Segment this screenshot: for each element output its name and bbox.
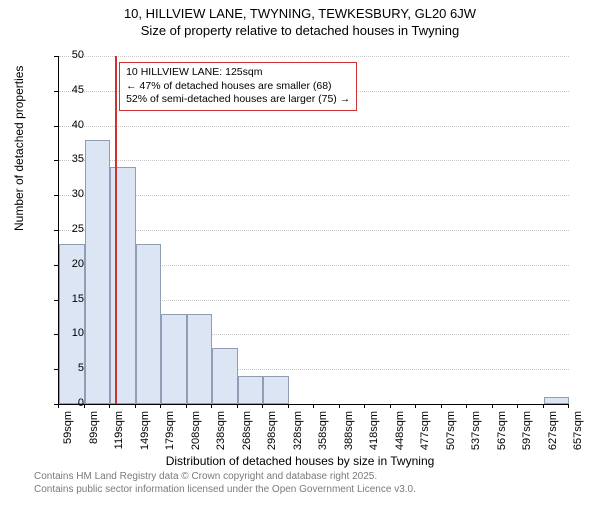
xtick-label: 567sqm xyxy=(496,411,508,459)
xtick-mark xyxy=(364,404,365,408)
xtick-mark xyxy=(237,404,238,408)
xtick-mark xyxy=(466,404,467,408)
histogram-bar xyxy=(212,348,238,404)
xtick-label: 537sqm xyxy=(470,411,482,459)
histogram-bar xyxy=(187,314,213,404)
xtick-mark xyxy=(84,404,85,408)
ytick-mark xyxy=(54,230,58,231)
title-address: 10, HILLVIEW LANE, TWYNING, TEWKESBURY, … xyxy=(0,6,600,21)
footer-line2: Contains public sector information licen… xyxy=(34,484,416,497)
ytick-label: 40 xyxy=(56,119,84,131)
xtick-label: 358sqm xyxy=(317,411,329,459)
ytick-label: 25 xyxy=(56,223,84,235)
xtick-label: 507sqm xyxy=(445,411,457,459)
xtick-label: 268sqm xyxy=(241,411,253,459)
xtick-mark xyxy=(135,404,136,408)
ytick-mark xyxy=(54,91,58,92)
histogram-bar xyxy=(161,314,187,404)
xtick-mark xyxy=(568,404,569,408)
ytick-label: 50 xyxy=(56,49,84,61)
xtick-mark xyxy=(288,404,289,408)
ytick-mark xyxy=(54,300,58,301)
grid-line xyxy=(59,160,569,161)
histogram-bar xyxy=(110,167,136,404)
annotation-line2: ← 47% of detached houses are smaller (68… xyxy=(126,80,350,94)
xtick-mark xyxy=(492,404,493,408)
ytick-label: 45 xyxy=(56,84,84,96)
xtick-mark xyxy=(58,404,59,408)
grid-line xyxy=(59,126,569,127)
xtick-label: 89sqm xyxy=(88,411,100,459)
ytick-label: 30 xyxy=(56,188,84,200)
ytick-mark xyxy=(54,126,58,127)
xtick-mark xyxy=(543,404,544,408)
xtick-mark xyxy=(390,404,391,408)
xtick-label: 388sqm xyxy=(343,411,355,459)
ytick-label: 15 xyxy=(56,293,84,305)
ytick-mark xyxy=(54,265,58,266)
ytick-mark xyxy=(54,160,58,161)
xtick-mark xyxy=(415,404,416,408)
ytick-label: 5 xyxy=(56,362,84,374)
ytick-label: 20 xyxy=(56,258,84,270)
ytick-mark xyxy=(54,334,58,335)
xtick-mark xyxy=(109,404,110,408)
xtick-mark xyxy=(313,404,314,408)
xtick-label: 119sqm xyxy=(113,411,125,459)
chart-plot-area: 10 HILLVIEW LANE: 125sqm← 47% of detache… xyxy=(58,56,569,405)
xtick-mark xyxy=(441,404,442,408)
xtick-label: 149sqm xyxy=(139,411,151,459)
grid-line xyxy=(59,195,569,196)
annotation-box: 10 HILLVIEW LANE: 125sqm← 47% of detache… xyxy=(119,62,357,111)
xtick-label: 208sqm xyxy=(190,411,202,459)
ytick-label: 35 xyxy=(56,153,84,165)
xtick-mark xyxy=(160,404,161,408)
grid-line xyxy=(59,230,569,231)
xtick-label: 448sqm xyxy=(394,411,406,459)
ytick-label: 0 xyxy=(56,397,84,409)
ytick-mark xyxy=(54,56,58,57)
histogram-bar xyxy=(238,376,264,404)
xtick-mark xyxy=(517,404,518,408)
xtick-mark xyxy=(186,404,187,408)
annotation-line1: 10 HILLVIEW LANE: 125sqm xyxy=(126,66,350,80)
title-subtitle: Size of property relative to detached ho… xyxy=(0,23,600,38)
xtick-label: 328sqm xyxy=(292,411,304,459)
xtick-label: 59sqm xyxy=(62,411,74,459)
reference-line xyxy=(115,56,117,404)
histogram-bar xyxy=(136,244,162,404)
grid-line xyxy=(59,56,569,57)
footer-attribution: Contains HM Land Registry data © Crown c… xyxy=(34,471,416,496)
xtick-label: 627sqm xyxy=(547,411,559,459)
xtick-mark xyxy=(262,404,263,408)
xtick-mark xyxy=(211,404,212,408)
histogram-bar xyxy=(85,140,111,404)
histogram-bar xyxy=(263,376,289,404)
xtick-label: 477sqm xyxy=(419,411,431,459)
xtick-label: 298sqm xyxy=(266,411,278,459)
ytick-mark xyxy=(54,195,58,196)
histogram-bar xyxy=(544,397,570,404)
xtick-label: 657sqm xyxy=(572,411,584,459)
footer-line1: Contains HM Land Registry data © Crown c… xyxy=(34,471,416,484)
xtick-label: 238sqm xyxy=(215,411,227,459)
y-axis-label: Number of detached properties xyxy=(12,66,26,231)
xtick-mark xyxy=(339,404,340,408)
annotation-line3: 52% of semi-detached houses are larger (… xyxy=(126,93,350,107)
xtick-label: 179sqm xyxy=(164,411,176,459)
ytick-mark xyxy=(54,369,58,370)
ytick-label: 10 xyxy=(56,327,84,339)
xtick-label: 418sqm xyxy=(368,411,380,459)
xtick-label: 597sqm xyxy=(521,411,533,459)
